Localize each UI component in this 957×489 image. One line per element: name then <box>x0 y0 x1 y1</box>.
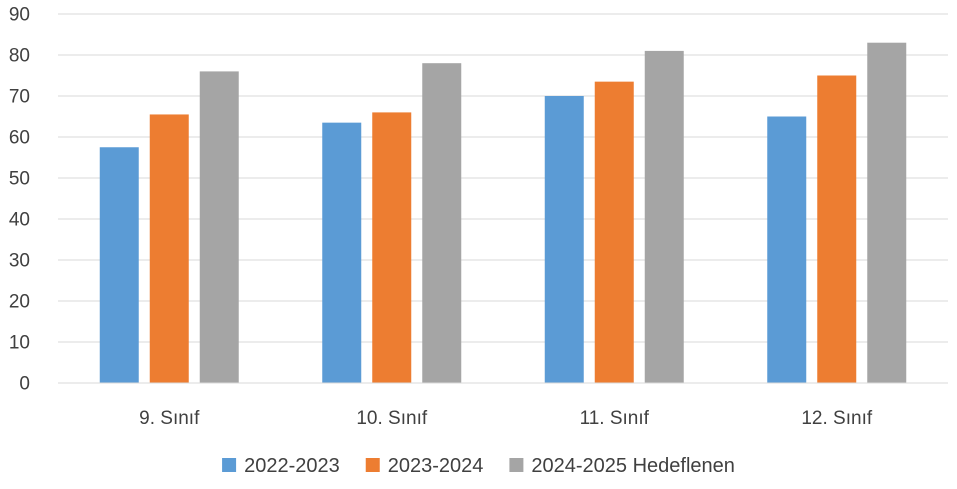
x-category-label: 9. Sınıf <box>139 408 200 429</box>
bar-2024-2025-2 <box>422 63 462 383</box>
bar-2023-2024-3 <box>594 81 634 384</box>
legend-item: 2022-2023 <box>222 455 340 477</box>
legend: 2022-2023 2023-2024 2024-2025 Hedeflenen <box>222 455 735 477</box>
legend-swatch <box>222 458 237 472</box>
x-category-label: 10. Sınıf <box>356 408 427 429</box>
y-tick-label: 90 <box>9 5 30 26</box>
legend-item: 2024-2025 Hedeflenen <box>509 455 735 477</box>
x-category-label: 11. Sınıf <box>580 408 650 429</box>
legend-label: 2022-2023 <box>244 455 340 477</box>
bar-2024-2025-4 <box>867 42 907 383</box>
y-tick-label: 80 <box>9 46 30 67</box>
y-tick-label: 50 <box>9 169 30 190</box>
bar-2023-2024-1 <box>149 114 189 383</box>
y-tick-label: 70 <box>9 87 30 108</box>
bar-2022-2023-3 <box>544 96 584 383</box>
bar-2024-2025-3 <box>644 50 684 384</box>
bar-2023-2024-2 <box>372 112 412 384</box>
bar-2023-2024-4 <box>817 75 857 383</box>
bar-2022-2023-2 <box>322 122 362 384</box>
bar-2022-2023-1 <box>99 147 139 383</box>
y-tick-label: 0 <box>19 374 30 395</box>
y-tick-label: 10 <box>9 333 30 354</box>
legend-label: 2024-2025 Hedeflenen <box>531 455 735 477</box>
legend-label: 2023-2024 <box>388 455 484 477</box>
bar-2024-2025-1 <box>199 71 239 384</box>
legend-swatch <box>365 458 380 472</box>
gridlines <box>58 13 948 343</box>
y-tick-label: 60 <box>9 128 30 149</box>
legend-item: 2023-2024 <box>365 455 484 477</box>
bar-2022-2023-4 <box>767 116 807 383</box>
legend-swatch <box>509 458 524 472</box>
y-tick-label: 20 <box>9 292 30 313</box>
y-tick-label: 40 <box>9 210 30 231</box>
y-axis-ticks: 0 10 20 30 40 50 60 70 80 90 <box>9 5 30 395</box>
x-axis-categories: 9. Sınıf 10. Sınıf 11. Sınıf 12. Sınıf <box>139 408 873 429</box>
x-category-label: 12. Sınıf <box>801 408 872 429</box>
bars <box>99 42 907 384</box>
y-tick-label: 30 <box>9 251 30 272</box>
